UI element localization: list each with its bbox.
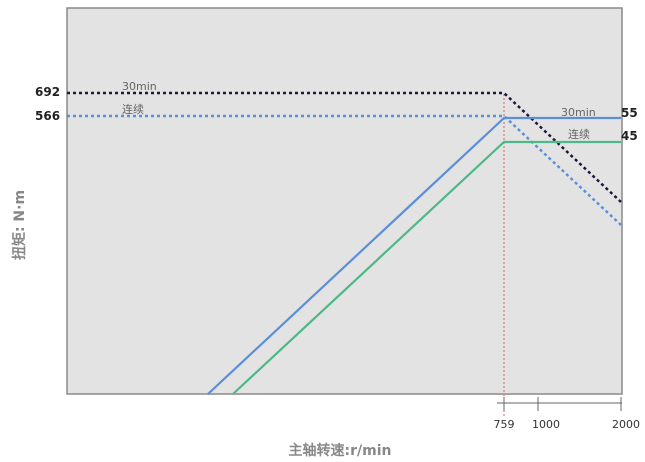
series-continuous-dashed — [67, 114, 622, 226]
series-label-30min-right: 30min — [561, 106, 596, 119]
x-tick-2000: 2000 — [612, 418, 640, 431]
y-axis-title: 扭矩: N·m — [11, 190, 28, 260]
series-label-continuous-right: 连续 — [568, 127, 590, 141]
x-tick-1000: 1000 — [532, 418, 560, 431]
series-30min-dashed — [67, 91, 622, 203]
series-label-continuous-left: 连续 — [122, 102, 144, 116]
series-continuous-solid — [232, 140, 621, 395]
plot-area — [66, 7, 623, 395]
right-value-45: 45 — [621, 129, 638, 143]
y-tick-692: 692 — [35, 85, 60, 99]
y-tick-566: 566 — [35, 109, 60, 123]
series-label-30min-left: 30min — [122, 80, 157, 93]
x-tick-759: 759 — [494, 418, 515, 431]
series-30min-solid — [207, 116, 621, 395]
right-value-55: 55 — [621, 106, 638, 120]
x-axis-title: 主轴转速:r/min — [289, 442, 392, 459]
